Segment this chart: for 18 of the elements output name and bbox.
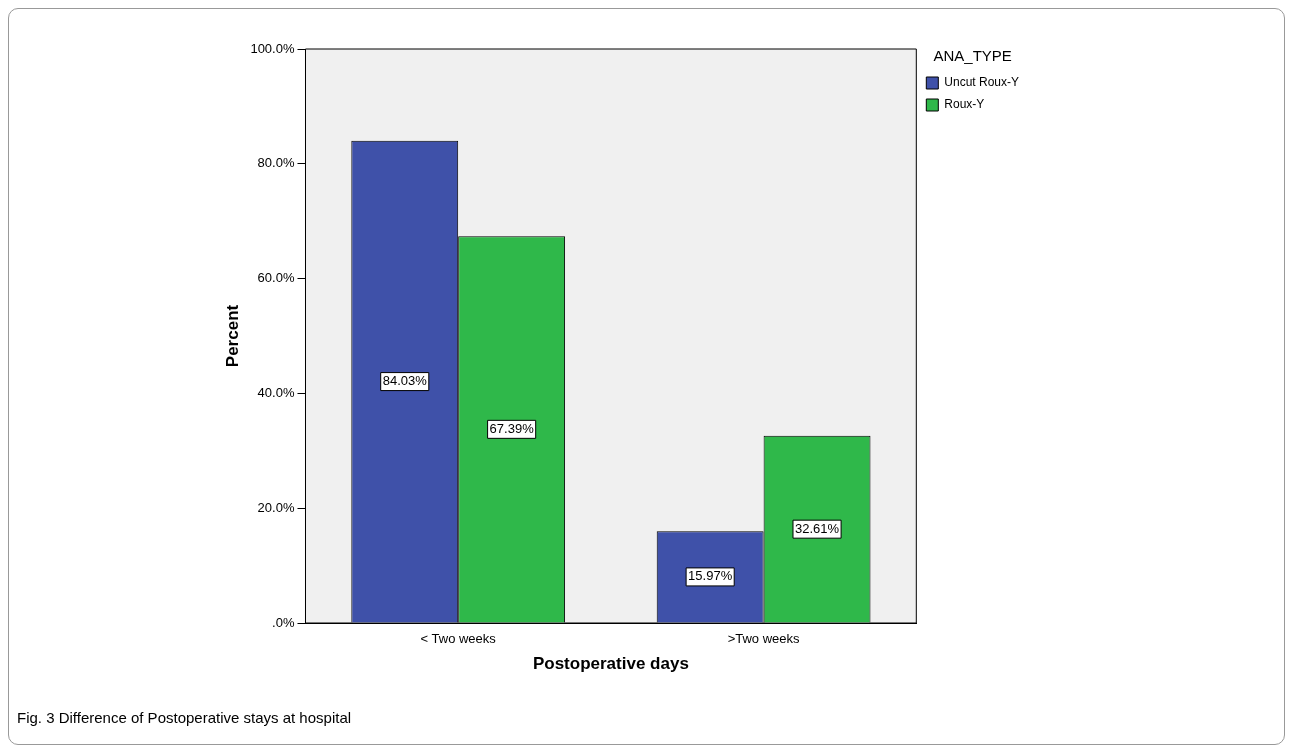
data-label: 84.03% (382, 373, 428, 389)
data-label: 15.97% (688, 568, 733, 584)
y-tick-label: 60.0% (257, 270, 295, 286)
y-tick-label: 80.0% (257, 155, 295, 171)
y-tick-label: 40.0% (257, 384, 295, 400)
legend-label: Roux-Y (944, 97, 985, 112)
y-tick-label: .0% (272, 614, 295, 630)
data-label: 32.61% (795, 520, 840, 536)
y-tick-label: 100.0% (250, 40, 295, 56)
legend-label: Uncut Roux-Y (944, 75, 1020, 90)
y-tick-label: 20.0% (257, 499, 295, 515)
data-label: 67.39% (489, 420, 535, 436)
x-axis-title: Postoperative days (532, 654, 689, 674)
x-tick-label: < Two weeks (420, 631, 497, 647)
caption: Fig. 3 Difference of Postoperative stays at hospital (17, 709, 353, 726)
legend-title: ANA_TYPE (933, 46, 1012, 64)
y-axis-title: Percent (222, 304, 242, 368)
x-tick-label: >Two weeks (727, 631, 801, 647)
